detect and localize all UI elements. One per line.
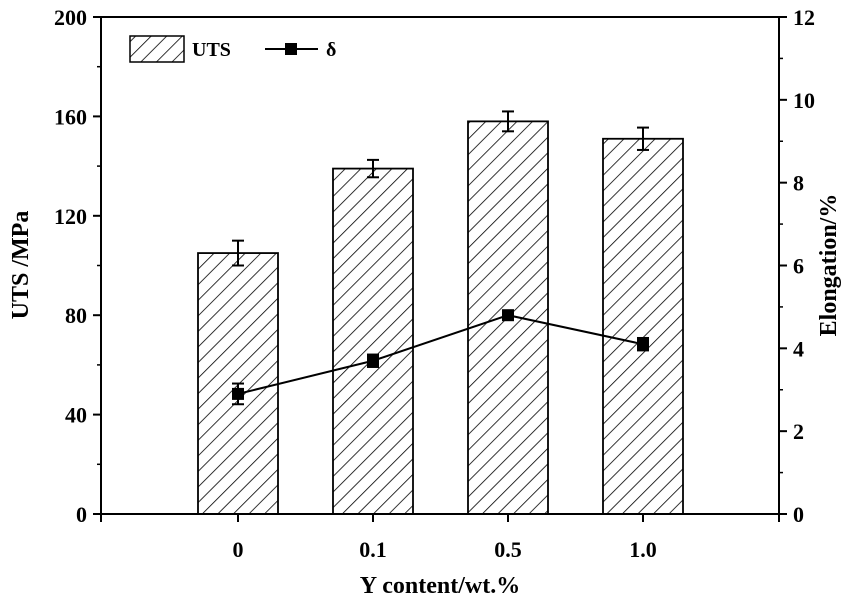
legend: UTS δ (129, 35, 336, 63)
right-y-axis-label: Elongation/% (816, 194, 842, 337)
uts-bar-1 (332, 167, 414, 515)
left-tick-label-1: 40 (65, 403, 87, 428)
legend-elongation-marker (285, 43, 297, 55)
elongation-point-3 (637, 338, 649, 351)
right-tick-label-4: 8 (793, 171, 804, 196)
right-tick-label-2: 4 (793, 336, 804, 361)
x-tick-label-1: 0.1 (359, 537, 387, 562)
uts-error-bar-0 (232, 239, 244, 267)
elongation-point-0 (232, 387, 244, 400)
x-tick-label-2: 0.5 (494, 537, 522, 562)
legend-elongation-label: δ (326, 39, 336, 61)
right-tick-label-5: 10 (793, 88, 815, 113)
left-tick-label-5: 200 (54, 5, 87, 30)
right-tick-label-0: 0 (793, 502, 804, 527)
uts-error-bar-2 (502, 110, 514, 133)
legend-uts-label: UTS (192, 39, 231, 61)
elongation-line-layer (232, 309, 649, 406)
left-y-axis-label: UTS /MPa (8, 211, 34, 320)
x-axis-label: Y content/wt.% (360, 573, 520, 599)
x-tick-label-0: 0 (233, 537, 244, 562)
right-y-axis: 0 2 4 6 8 10 12 (779, 5, 815, 527)
right-tick-label-1: 2 (793, 419, 804, 444)
x-axis: 0 0.1 0.5 1.0 (100, 514, 780, 562)
left-tick-label-3: 120 (54, 204, 87, 229)
elongation-point-1 (367, 354, 379, 367)
uts-error-bar-3 (637, 126, 649, 151)
left-tick-label-2: 80 (65, 303, 87, 328)
right-tick-label-3: 6 (793, 254, 804, 279)
left-tick-label-0: 0 (76, 502, 87, 527)
elongation-point-2 (502, 309, 514, 322)
legend-uts-swatch (129, 35, 185, 63)
bars-layer (197, 110, 684, 515)
uts-error-bar-1 (367, 158, 379, 179)
elongation-line (237, 314, 644, 395)
x-tick-label-3: 1.0 (629, 537, 657, 562)
right-tick-label-6: 12 (793, 5, 815, 30)
left-tick-label-4: 160 (54, 104, 87, 129)
uts-bar-3 (602, 137, 684, 515)
left-y-axis: 0 40 80 120 160 200 (54, 5, 101, 527)
